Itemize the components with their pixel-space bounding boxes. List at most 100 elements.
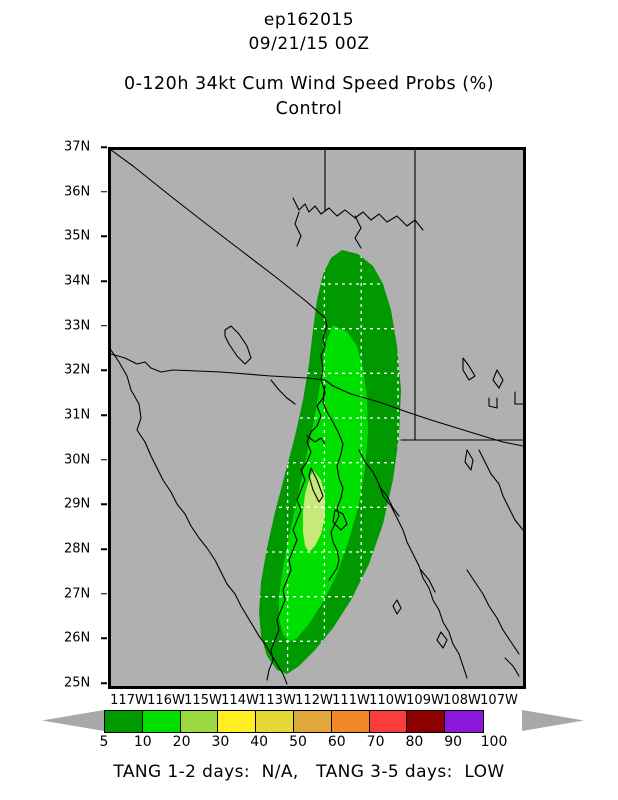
colorbar-tick-label: 10	[133, 734, 152, 750]
colorbar-over-arrow	[522, 710, 584, 731]
y-tick	[101, 592, 107, 595]
x-axis-label: 117W	[110, 693, 148, 708]
x-axis-label: 112W	[295, 693, 333, 708]
y-axis-label: 35N	[64, 228, 91, 244]
x-axis-label: 111W	[332, 693, 370, 708]
y-tick	[101, 324, 107, 327]
x-axis-label: 110W	[369, 693, 407, 708]
y-tick	[101, 548, 107, 550]
colorbar-swatch-70-80[interactable]	[369, 711, 408, 732]
feature-river-colorado-delta	[270, 379, 296, 405]
colorbar-tick-label: 5	[99, 734, 109, 750]
y-tick	[101, 414, 107, 416]
colorbar-tick-label: 60	[327, 734, 346, 750]
datetime-title: 09/21/15 00Z	[248, 34, 370, 54]
y-axis-label: 27N	[64, 586, 91, 602]
y-axis-label: 34N	[64, 273, 91, 289]
x-axis-label: 116W	[147, 693, 185, 708]
coast-baja-west	[246, 615, 288, 685]
y-axis-label: 28N	[64, 541, 91, 557]
colorbar-swatch-5-10[interactable]	[105, 711, 143, 732]
colorbar-swatch-20-30[interactable]	[180, 711, 219, 732]
feature-lake-mead	[292, 197, 424, 231]
border-nevada-arizona	[320, 317, 344, 581]
border-texas-notch	[514, 391, 523, 405]
colorbar-under-arrow	[42, 710, 104, 731]
border-newmexico-texas	[488, 397, 498, 409]
colorbar-tick-label: 40	[250, 734, 269, 750]
feature-small-lake-e	[436, 631, 448, 649]
feature-river-sonora	[378, 485, 400, 517]
storm-id-title: ep162015	[263, 10, 355, 30]
colorbar-tick-label: 80	[405, 734, 424, 750]
product-title: 0-120h 34kt Cum Wind Speed Probs (%)	[123, 74, 495, 94]
colorbar-swatch-10-20[interactable]	[142, 711, 181, 732]
colorbar-tick-label: 30	[211, 734, 230, 750]
feature-laguna-b	[464, 449, 474, 471]
probability-contours	[259, 250, 401, 674]
feature-gulf-head-detail	[306, 435, 326, 445]
contour-10-20	[279, 325, 368, 642]
feature-river-branch-b	[354, 215, 362, 249]
y-axis-label: 37N	[64, 139, 91, 155]
coast-california-pacific	[111, 349, 248, 617]
feature-salton-sea	[224, 325, 252, 365]
y-tick	[101, 235, 107, 238]
product-subtitle: Control	[275, 99, 343, 119]
y-tick	[101, 280, 107, 282]
border-us-mexico-west	[111, 353, 174, 373]
feature-island-angel-de-la-guarda	[308, 467, 324, 503]
colorbar[interactable]: 5 10 20 30 40 50 60 70 80 90 100	[0, 706, 618, 754]
colorbar-swatch-90-100[interactable]	[445, 711, 483, 732]
y-axis-label: 26N	[64, 630, 91, 646]
colorbar-swatch-60-70[interactable]	[331, 711, 370, 732]
colorbar-tick-label: 20	[172, 734, 191, 750]
border-california-nevada	[111, 150, 326, 319]
x-axis-label: 107W	[480, 693, 518, 708]
x-axis-label: 108W	[443, 693, 481, 708]
y-tick	[101, 682, 107, 684]
x-axis-label: 114W	[221, 693, 259, 708]
y-axis-label: 25N	[64, 675, 91, 691]
title-block: ep162015 09/21/15 00Z 0-120h 34kt Cum Wi…	[0, 0, 618, 121]
colorbar-swatch-30-40[interactable]	[218, 711, 257, 732]
x-axis-label: 115W	[184, 693, 222, 708]
feature-state-line-chihuahua	[478, 449, 523, 531]
x-axis-label: 113W	[258, 693, 296, 708]
y-tick	[101, 458, 107, 461]
feature-small-lake-d	[392, 599, 402, 615]
tang-status-text: TANG 1-2 days: N/A, TANG 3-5 days: LOW	[113, 762, 505, 782]
colorbar-tick-label: 50	[289, 734, 307, 750]
colorbar-swatch-40-50[interactable]	[256, 711, 294, 732]
y-tick	[101, 637, 107, 640]
y-tick	[101, 369, 107, 372]
feature-state-line-durango	[466, 569, 520, 655]
y-axis-label: 32N	[64, 362, 91, 378]
border-us-mexico-main	[172, 369, 523, 447]
feature-river-yaqui	[420, 569, 436, 593]
colorbar-swatch-50-60[interactable]	[293, 711, 332, 732]
colorbar-swatch-80-90[interactable]	[407, 711, 446, 732]
colorbar-tick-label: 70	[366, 734, 385, 750]
map-canvas	[111, 150, 523, 686]
y-axis-label: 30N	[64, 452, 91, 468]
y-axis-label: 33N	[64, 318, 91, 334]
y-tick	[101, 146, 107, 148]
colorbar-swatches	[104, 710, 484, 733]
y-axis-label: 29N	[64, 496, 91, 512]
feature-river-branch-a	[294, 211, 302, 247]
y-tick	[101, 503, 107, 506]
contour-20-30	[303, 470, 325, 552]
feature-laguna-a	[462, 357, 476, 381]
coast-baja-gulf-east	[266, 385, 326, 681]
y-tick	[101, 190, 107, 193]
y-axis-label: 31N	[64, 407, 91, 423]
feature-island-tiburon	[332, 509, 348, 531]
feature-coast-detail-f	[504, 657, 520, 677]
feature-laguna-c	[492, 369, 504, 389]
x-axis-label: 109W	[406, 693, 444, 708]
map-plot[interactable]	[101, 146, 526, 689]
colorbar-tick-label: 100	[480, 734, 508, 750]
y-axis-label: 36N	[64, 184, 91, 200]
map-geography	[111, 150, 523, 685]
